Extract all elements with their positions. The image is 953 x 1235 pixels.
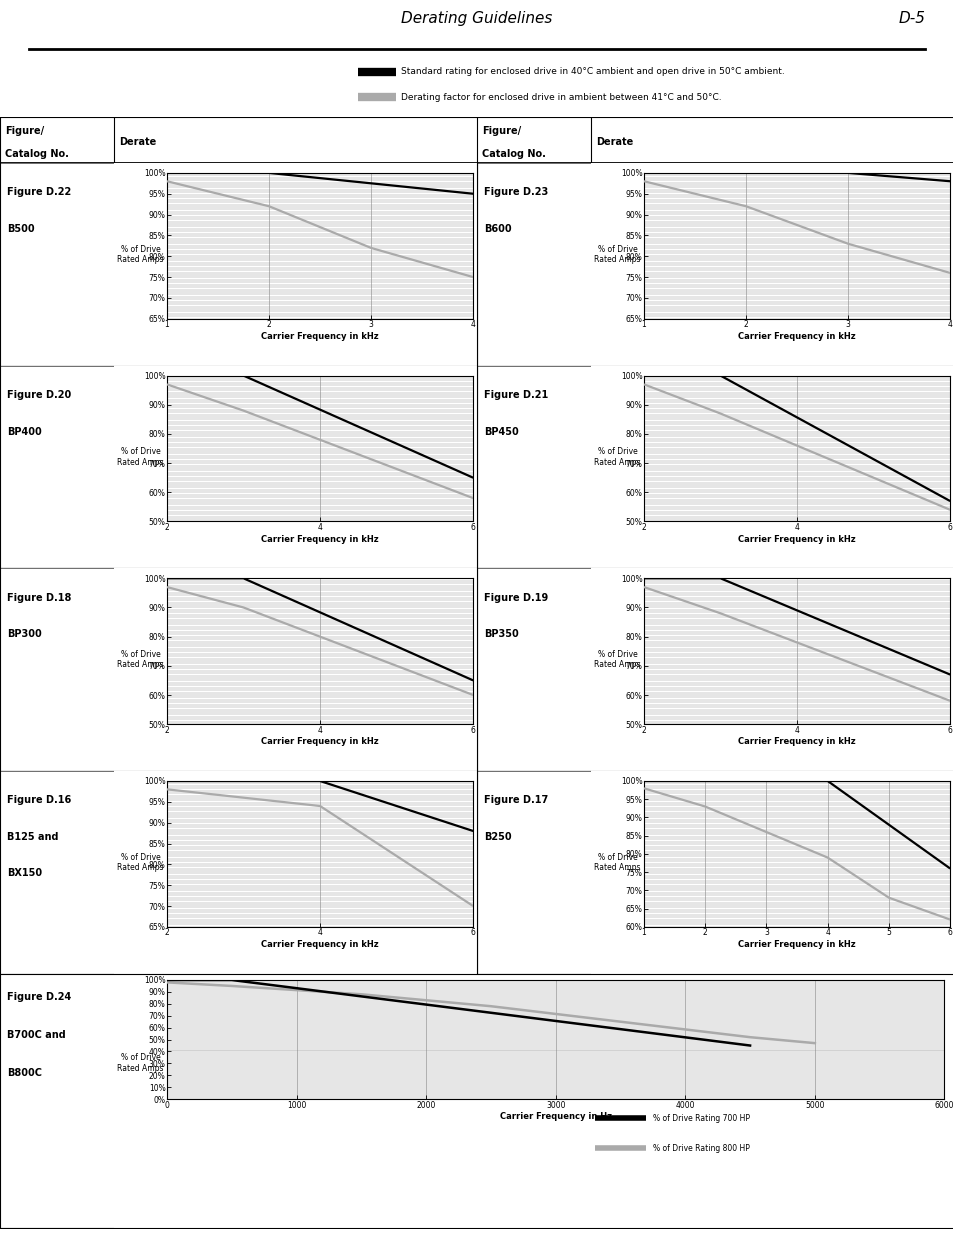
Text: B800C: B800C [7,1068,42,1078]
Text: Derate: Derate [596,137,633,147]
Text: % of Drive Rating 800 HP: % of Drive Rating 800 HP [652,1144,749,1152]
Text: % of Drive
Rated Amps: % of Drive Rated Amps [117,245,164,264]
Text: B125 and: B125 and [7,832,58,842]
Text: Figure D.20: Figure D.20 [7,390,71,400]
Text: % of Drive
Rated Amps: % of Drive Rated Amps [594,245,640,264]
Text: Catalog No.: Catalog No. [5,149,69,159]
Text: BP400: BP400 [7,426,42,436]
X-axis label: Carrier Frequency in kHz: Carrier Frequency in kHz [738,535,855,543]
Text: BP450: BP450 [483,426,518,436]
X-axis label: Carrier Frequency in kHz: Carrier Frequency in kHz [738,332,855,341]
Text: Figure D.19: Figure D.19 [483,593,548,603]
X-axis label: Carrier Frequency in kHz: Carrier Frequency in kHz [738,737,855,746]
Text: Figure D.23: Figure D.23 [483,188,548,198]
Text: Derating factor for enclosed drive in ambient between 41°C and 50°C.: Derating factor for enclosed drive in am… [400,93,720,101]
Text: Figure/: Figure/ [481,126,520,136]
Text: % of Drive
Rated Amps: % of Drive Rated Amps [117,447,164,467]
Text: % of Drive
Rated Amps: % of Drive Rated Amps [594,447,640,467]
X-axis label: Carrier Frequency in Hz: Carrier Frequency in Hz [499,1113,611,1121]
Text: BP300: BP300 [7,629,42,640]
Text: % of Drive
Rated Amps: % of Drive Rated Amps [594,852,640,872]
Text: Figure D.17: Figure D.17 [483,795,548,805]
Text: % of Drive Rating 700 HP: % of Drive Rating 700 HP [652,1114,749,1123]
Text: B600: B600 [483,224,511,233]
Text: % of Drive
Rated Amps: % of Drive Rated Amps [117,650,164,669]
Text: Figure D.21: Figure D.21 [483,390,548,400]
Text: % of Drive
Rated Amps: % of Drive Rated Amps [117,1053,164,1073]
X-axis label: Carrier Frequency in kHz: Carrier Frequency in kHz [261,737,378,746]
Text: Standard rating for enclosed drive in 40°C ambient and open drive in 50°C ambien: Standard rating for enclosed drive in 40… [400,68,783,77]
Text: Figure D.18: Figure D.18 [7,593,71,603]
Text: B700C and: B700C and [7,1030,66,1040]
X-axis label: Carrier Frequency in kHz: Carrier Frequency in kHz [261,535,378,543]
Text: B500: B500 [7,224,34,233]
Text: BX150: BX150 [7,868,42,878]
Text: B250: B250 [483,832,511,842]
Text: D-5: D-5 [898,11,924,26]
X-axis label: Carrier Frequency in kHz: Carrier Frequency in kHz [261,940,378,948]
Text: Figure D.24: Figure D.24 [7,992,71,1002]
Text: Figure/: Figure/ [5,126,44,136]
Text: Derating Guidelines: Derating Guidelines [401,11,552,26]
X-axis label: Carrier Frequency in kHz: Carrier Frequency in kHz [738,940,855,948]
Text: Catalog No.: Catalog No. [481,149,545,159]
Text: % of Drive
Rated Amps: % of Drive Rated Amps [594,650,640,669]
Text: Figure D.22: Figure D.22 [7,188,71,198]
Text: Derate: Derate [119,137,156,147]
X-axis label: Carrier Frequency in kHz: Carrier Frequency in kHz [261,332,378,341]
Text: BP350: BP350 [483,629,518,640]
Text: Figure D.16: Figure D.16 [7,795,71,805]
Text: % of Drive
Rated Amps: % of Drive Rated Amps [117,852,164,872]
